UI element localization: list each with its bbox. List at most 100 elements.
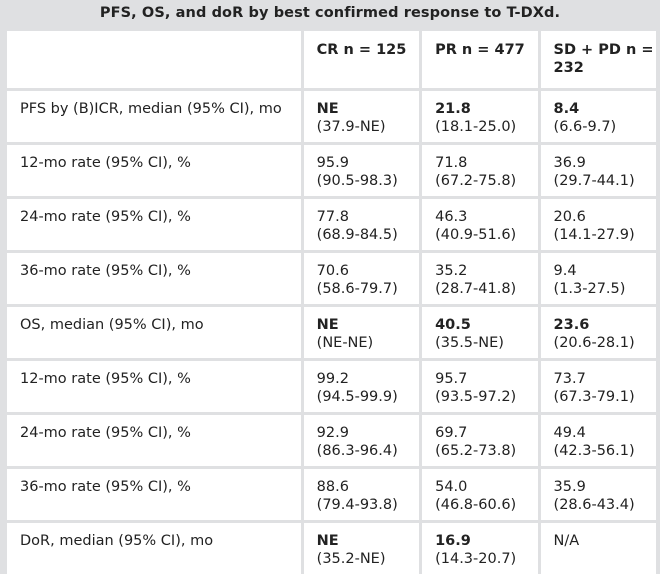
table-row: 36-mo rate (95% CI), % 88.6 (79.4-93.8) 54.… [7,469,656,520]
header-cell-cr: CR n = 125 [303,31,420,88]
cell-ci: (79.4-93.8) [316,496,398,513]
cell-pr: 46.3 (40.9-51.6) [422,199,538,250]
cell-ci: (37.9-NE) [316,118,386,135]
cell-value: 95.7 [435,371,468,387]
cell-pr: 16.9 (14.3-20.7) [422,523,538,574]
cell-cr: 92.9 (86.3-96.4) [303,415,420,466]
cell-cr: NE (NE-NE) [303,307,420,358]
cell-ci: (14.3-20.7) [435,550,517,567]
cell-sd-pd: 8.4 (6.6-9.7) [540,91,656,142]
table-row: 36-mo rate (95% CI), % 70.6 (58.6-79.7) 35.… [7,253,656,304]
cell-ci: (28.7-41.8) [435,280,517,297]
row-label: DoR, median (95% CI), mo [7,523,301,574]
cell-value: 36.9 [553,155,586,171]
cell-ci: (94.5-99.9) [316,388,398,405]
cell-ci: (20.6-28.1) [553,334,635,351]
row-label: 12-mo rate (95% CI), % [7,361,301,412]
header-cell-sd-pd: SD + PD n = 232 [540,31,656,88]
cell-cr: 70.6 (58.6-79.7) [303,253,420,304]
table-title: PFS, OS, and doR by best confirmed respo… [99,5,561,21]
row-label: 12-mo rate (95% CI), % [7,145,301,196]
cell-ci: (35.5-NE) [435,334,504,351]
cell-ci: (68.9-84.5) [316,226,398,243]
cell-value: N/A [553,533,580,549]
cell-value: 20.6 [553,209,586,225]
cell-value: 71.8 [435,155,468,171]
cell-ci: (67.2-75.8) [435,172,517,189]
cell-cr: 95.9 (90.5-98.3) [303,145,420,196]
cell-value: 8.4 [553,101,580,117]
cell-ci: (40.9-51.6) [435,226,517,243]
table-row: OS, median (95% CI), mo NE (NE-NE) 40.5 (35.… [7,307,656,358]
cell-value: 54.0 [435,479,468,495]
cell-ci: (58.6-79.7) [316,280,398,297]
row-label: 24-mo rate (95% CI), % [7,415,301,466]
cell-value: NE [316,101,339,117]
cell-sd-pd: 49.4 (42.3-56.1) [540,415,656,466]
cell-pr: 21.8 (18.1-25.0) [422,91,538,142]
header-row: CR n = 125 PR n = 477 SD + PD n = 232 [7,31,656,88]
cell-pr: 71.8 (67.2-75.8) [422,145,538,196]
row-label: OS, median (95% CI), mo [7,307,301,358]
cell-ci: (93.5-97.2) [435,388,517,405]
cell-ci: (1.3-27.5) [553,280,626,297]
cell-cr: 99.2 (94.5-99.9) [303,361,420,412]
cell-value: 95.9 [316,155,349,171]
cell-ci: (46.8-60.6) [435,496,517,513]
cell-pr: 69.7 (65.2-73.8) [422,415,538,466]
cell-ci: (35.2-NE) [316,550,386,567]
cell-sd-pd: 23.6 (20.6-28.1) [540,307,656,358]
cell-ci: (18.1-25.0) [435,118,517,135]
cell-cr: 77.8 (68.9-84.5) [303,199,420,250]
cell-sd-pd: 36.9 (29.7-44.1) [540,145,656,196]
cell-value: 92.9 [316,425,349,441]
row-label: 36-mo rate (95% CI), % [7,253,301,304]
cell-value: 69.7 [435,425,468,441]
cell-value: 40.5 [435,317,471,333]
cell-pr: 40.5 (35.5-NE) [422,307,538,358]
cell-value: 77.8 [316,209,349,225]
cell-sd-pd: 73.7 (67.3-79.1) [540,361,656,412]
cell-value: 73.7 [553,371,586,387]
cell-ci: (90.5-98.3) [316,172,398,189]
table-row: DoR, median (95% CI), mo NE (35.2-NE) 16.9(… [7,523,656,574]
cell-cr: 88.6 (79.4-93.8) [303,469,420,520]
cell-value: 49.4 [553,425,586,441]
cell-value: 88.6 [316,479,349,495]
table-row: PFS by (B)ICR, median (95% CI), mo NE (37.… [7,91,656,142]
cell-ci: (42.3-56.1) [553,442,635,459]
cell-ci: (86.3-96.4) [316,442,398,459]
table-row: 24-mo rate (95% CI), % 92.9 (86.3-96.4) 69.… [7,415,656,466]
cell-ci: (29.7-44.1) [553,172,635,189]
row-label: 24-mo rate (95% CI), % [7,199,301,250]
cell-ci: (67.3-79.1) [553,388,635,405]
cell-sd-pd: 20.6 (14.1-27.9) [540,199,656,250]
cell-value: 46.3 [435,209,468,225]
cell-value: 99.2 [316,371,349,387]
cell-ci: (28.6-43.4) [553,496,635,513]
cell-value: NE [316,533,339,549]
table-body: PFS by (B)ICR, median (95% CI), mo NE (37.… [7,91,656,574]
table-row: 12-mo rate (95% CI), % 99.2 (94.5-99.9) 95.… [7,361,656,412]
cell-pr: 54.0 (46.8-60.6) [422,469,538,520]
cell-value: 35.2 [435,263,468,279]
cell-ci: (65.2-73.8) [435,442,517,459]
cell-value: 16.9 [435,533,471,549]
cell-ci: (14.1-27.9) [553,226,635,243]
cell-value: 70.6 [316,263,349,279]
row-label: PFS by (B)ICR, median (95% CI), mo [7,91,301,142]
table-row: 12-mo rate (95% CI), % 95.9 (90.5-98.3) 71.… [7,145,656,196]
cell-value: 23.6 [553,317,590,333]
table-row: 24-mo rate (95% CI), % 77.8 (68.9-84.5) 46.… [7,199,656,250]
cell-ci: (NE-NE) [316,334,374,351]
cell-cr: NE (37.9-NE) [303,91,420,142]
response-table: CR n = 125 PR n = 477 SD + PD n = 232 PF… [4,28,659,574]
header-cell-pr: PR n = 477 [422,31,538,88]
cell-sd-pd: 9.4 (1.3-27.5) [540,253,656,304]
cell-value: 35.9 [553,479,586,495]
cell-pr: 95.7 (93.5-97.2) [422,361,538,412]
cell-cr: NE (35.2-NE) [303,523,420,574]
cell-value: 21.8 [435,101,471,117]
cell-value: NE [316,317,339,333]
